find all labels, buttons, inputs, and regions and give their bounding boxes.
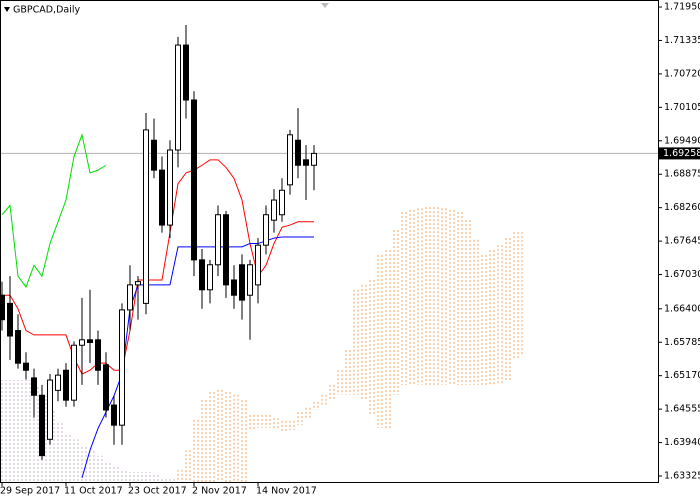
candle-body xyxy=(223,214,229,286)
candle-body xyxy=(183,44,189,101)
candle-body xyxy=(279,189,285,216)
candle-body xyxy=(135,281,141,286)
last-price-box xyxy=(659,147,700,160)
candle-body xyxy=(311,152,317,166)
candle-body xyxy=(63,369,69,401)
candle-body xyxy=(7,302,13,337)
plot-area xyxy=(0,24,658,482)
candle-body xyxy=(127,284,133,311)
shift-marker[interactable] xyxy=(321,3,329,8)
candle-body xyxy=(247,264,253,296)
candle-body xyxy=(303,159,309,166)
candle-body xyxy=(239,264,245,301)
y-tick-label: 1.67645 xyxy=(664,236,700,247)
candle-body xyxy=(159,169,165,226)
candle-body xyxy=(215,214,221,266)
y-tick-label: 1.65170 xyxy=(664,370,700,381)
y-tick-label: 1.66400 xyxy=(664,303,700,314)
candle-body xyxy=(287,134,293,186)
x-tick-label: 23 Oct 2017 xyxy=(128,486,187,497)
candle-body xyxy=(175,44,181,151)
candle-body xyxy=(79,339,85,346)
candle-body xyxy=(55,374,61,391)
candle-body xyxy=(0,294,5,321)
x-tick-label: 29 Sep 2017 xyxy=(0,486,60,497)
candle-body xyxy=(31,377,37,396)
x-tick-label: 2 Nov 2017 xyxy=(192,486,247,497)
candle-body xyxy=(151,139,157,171)
candle-body xyxy=(15,330,21,364)
candle-body xyxy=(143,129,149,304)
y-tick-label: 1.71950 xyxy=(664,2,700,13)
candle-body xyxy=(119,309,125,426)
chart-title: GBPCAD,Daily xyxy=(13,5,80,16)
y-tick-label: 1.65785 xyxy=(664,337,700,348)
candle-body xyxy=(103,364,109,411)
y-tick-label: 1.64555 xyxy=(664,404,700,415)
candle-body xyxy=(271,199,277,221)
candle-body xyxy=(47,379,53,440)
candle-body xyxy=(207,264,213,291)
candle-body xyxy=(39,394,45,457)
candle-body xyxy=(167,149,173,226)
candle-body xyxy=(191,99,197,261)
candle-body xyxy=(295,139,301,166)
candle-body xyxy=(71,344,77,401)
y-tick-label: 1.70720 xyxy=(664,68,700,79)
x-tick-label: 14 Nov 2017 xyxy=(256,486,317,497)
candle-body xyxy=(95,339,101,371)
candle-body xyxy=(231,279,237,296)
candle-body xyxy=(87,339,93,344)
candle-body xyxy=(263,214,269,246)
last-price-label: 1.69258 xyxy=(663,148,700,159)
y-tick-label: 1.63940 xyxy=(664,437,700,448)
candle-body xyxy=(255,244,261,286)
y-tick-label: 1.68875 xyxy=(664,169,700,180)
x-tick-label: 11 Oct 2017 xyxy=(64,486,123,497)
indicator-line xyxy=(2,159,314,375)
y-tick-label: 1.70105 xyxy=(664,102,700,113)
candle-body xyxy=(23,362,29,371)
y-tick-label: 1.69490 xyxy=(664,135,700,146)
y-tick-label: 1.63325 xyxy=(664,471,700,482)
indicator-line xyxy=(1,132,107,289)
candle-body xyxy=(199,259,205,291)
menu-triangle[interactable] xyxy=(4,7,10,12)
candle-body xyxy=(111,404,117,426)
y-tick-label: 1.71335 xyxy=(664,35,700,46)
y-tick-label: 1.68260 xyxy=(664,202,700,213)
y-tick-label: 1.67030 xyxy=(664,269,700,280)
